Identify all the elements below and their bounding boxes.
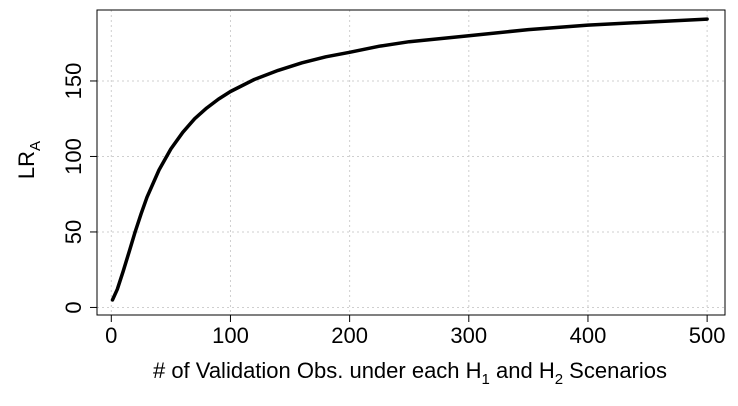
y-title-main: LR xyxy=(14,151,39,179)
y-tick-label: 0 xyxy=(61,301,86,313)
x-axis-title: # of Validation Obs. under each H1 and H… xyxy=(153,358,667,388)
grid-lines xyxy=(97,10,725,315)
plot-frame xyxy=(96,9,726,316)
series-layer xyxy=(110,17,709,302)
y-tick-label: 150 xyxy=(61,63,86,100)
series-line-0 xyxy=(110,17,709,302)
x-tick-label: 200 xyxy=(331,323,368,348)
y-axis-ticks: 0 50 100 150 xyxy=(61,63,97,314)
x-title-suffix: Scenarios xyxy=(563,358,667,383)
x-tick-label: 300 xyxy=(450,323,487,348)
y-tick-label: 100 xyxy=(61,138,86,175)
x-title-prefix: # of Validation Obs. under each H xyxy=(153,358,482,383)
x-tick-label: 0 xyxy=(105,323,117,348)
axes xyxy=(96,9,726,316)
x-tick-label: 400 xyxy=(570,323,607,348)
x-title-sub2: 2 xyxy=(555,371,563,388)
y-title-sub: A xyxy=(27,141,44,151)
x-title-sub1: 1 xyxy=(482,371,490,388)
x-title-middle: and H xyxy=(490,358,555,383)
y-tick-label: 50 xyxy=(61,220,86,244)
x-tick-label: 100 xyxy=(212,323,249,348)
x-axis-ticks: 0 100 200 300 400 500 xyxy=(105,315,725,348)
y-axis-title: LRA xyxy=(14,141,44,179)
x-tick-label: 500 xyxy=(689,323,726,348)
